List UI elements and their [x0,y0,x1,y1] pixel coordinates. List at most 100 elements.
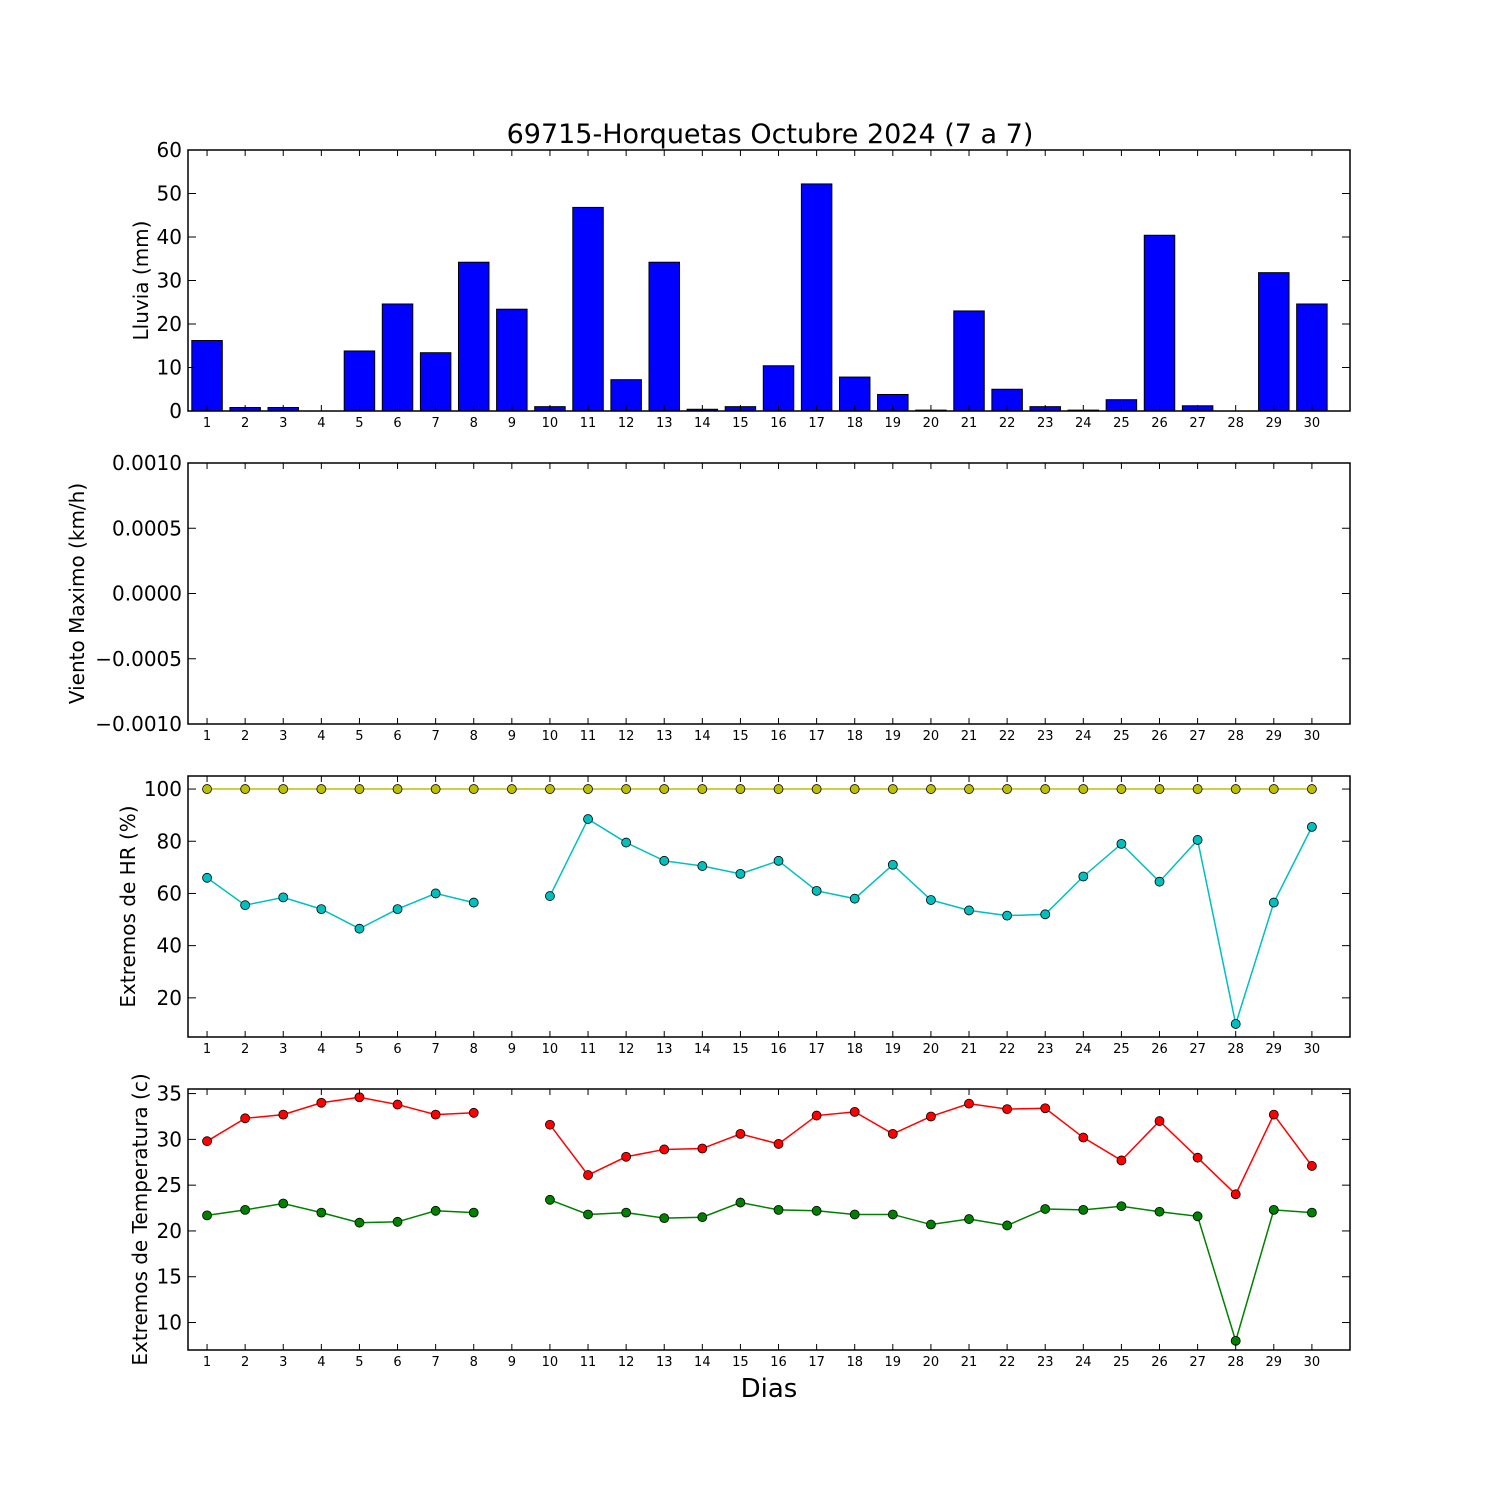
series-1-point-27 [1192,1152,1203,1163]
series-1-point-3 [278,1109,289,1120]
y-tick-label: 10 [157,356,182,380]
series-1-point-14 [697,784,708,794]
y-tick-label: 35 [157,1082,182,1106]
y-tick-label: 30 [157,1127,182,1151]
series-2-point-20 [926,1219,936,1230]
x-tick-label-14: 14 [694,416,711,431]
series-1-point-19 [887,784,898,794]
series-2-point-16 [773,855,784,866]
x-tick-label-18: 18 [846,416,863,431]
y-tick-label: 0.0010 [112,451,182,475]
x-tick-label-13: 13 [656,1355,673,1370]
y-axis-label: Viento Maximo (km/h) [65,483,89,704]
x-tick-label-25: 25 [1113,729,1130,744]
x-tick-label-29: 29 [1266,1355,1283,1370]
series-1-point-23 [1040,1103,1051,1114]
rain-bar-9 [496,308,528,412]
series-2-point-25 [1116,838,1127,849]
x-tick-label-27: 27 [1189,1355,1206,1370]
series-1-point-15 [735,1128,746,1139]
series-1-point-13 [659,784,670,794]
x-tick-label-25: 25 [1113,1355,1130,1370]
y-tick-label: −0.0010 [95,712,182,736]
series-2-point-3 [278,892,289,903]
x-tick-label-19: 19 [885,416,902,431]
series-2-point-14 [697,861,708,871]
series-1-point-7 [430,784,441,794]
x-tick-label-11: 11 [580,416,597,431]
y-tick-label: 20 [157,986,182,1010]
x-tick-label-12: 12 [618,416,635,431]
series-1-point-6 [392,784,403,794]
series-1-point-21 [964,1098,974,1109]
x-tick-label-23: 23 [1037,1355,1054,1370]
x-tick-label-16: 16 [770,729,787,744]
x-tick-label-18: 18 [846,729,863,744]
series-1-point-10 [545,1119,555,1130]
y-tick-label: 30 [157,269,182,293]
x-tick-label-1: 1 [203,416,211,431]
rain-bar-13 [648,261,680,412]
series-1-point-19 [887,1128,898,1139]
x-tick-label-25: 25 [1113,1042,1130,1057]
x-tick-label-8: 8 [470,1355,478,1370]
x-tick-label-4: 4 [317,1042,325,1057]
x-tick-label-14: 14 [694,1042,711,1057]
x-tick-label-29: 29 [1266,416,1283,431]
x-tick-label-15: 15 [732,1355,749,1370]
series-2-point-11 [583,1209,593,1220]
series-1-point-18 [849,1106,860,1117]
series-2-point-14 [697,1212,708,1223]
series-2-point-25 [1116,1201,1127,1212]
x-tick-label-1: 1 [203,1042,211,1057]
x-tick-label-8: 8 [470,416,478,431]
x-tick-label-15: 15 [732,416,749,431]
x-tick-label-24: 24 [1075,729,1092,744]
rain-bar-1 [191,340,223,412]
y-tick-label: −0.0005 [95,647,182,671]
x-tick-label-24: 24 [1075,1042,1092,1057]
series-2-point-23 [1040,1204,1051,1214]
series-2-point-7 [430,888,441,899]
series-1-point-2 [240,784,251,794]
series-2-point-18 [849,1209,860,1220]
series-1-point-25 [1116,1155,1127,1166]
y-tick-label: 50 [157,182,182,206]
x-tick-label-8: 8 [470,1042,478,1057]
series-2-point-4 [316,1207,327,1218]
x-tick-label-10: 10 [542,1355,559,1370]
x-tick-label-17: 17 [808,729,825,744]
x-tick-label-27: 27 [1189,1042,1206,1057]
series-1-point-21 [964,784,974,794]
series-1-point-28 [1230,784,1241,794]
series-2-point-15 [735,868,746,879]
x-tick-label-28: 28 [1227,1042,1244,1057]
series-2-point-23 [1040,909,1051,920]
x-tick-label-2: 2 [241,1042,249,1057]
rain-bar-8 [457,261,490,412]
series-2-point-6 [392,1216,403,1227]
series-2-point-27 [1192,1211,1203,1222]
x-tick-label-30: 30 [1304,416,1321,431]
x-tick-label-6: 6 [393,1355,401,1370]
rain-bar-7 [419,352,452,412]
series-1-point-30 [1307,1161,1317,1171]
series-1-point-27 [1192,784,1203,794]
x-tick-label-7: 7 [431,1042,439,1057]
x-tick-label-18: 18 [846,1042,863,1057]
series-2-point-8 [468,1207,479,1218]
x-tick-label-9: 9 [508,1355,516,1370]
x-tick-label-4: 4 [317,729,325,744]
series-1-point-26 [1154,784,1165,794]
series-2-point-17 [811,885,822,896]
x-tick-label-28: 28 [1227,729,1244,744]
series-1-point-20 [926,1111,936,1122]
series-2-point-30 [1307,1207,1317,1218]
series-1-point-9 [506,784,517,794]
series-1-point-1 [202,1136,212,1147]
series-1-point-25 [1116,784,1127,794]
